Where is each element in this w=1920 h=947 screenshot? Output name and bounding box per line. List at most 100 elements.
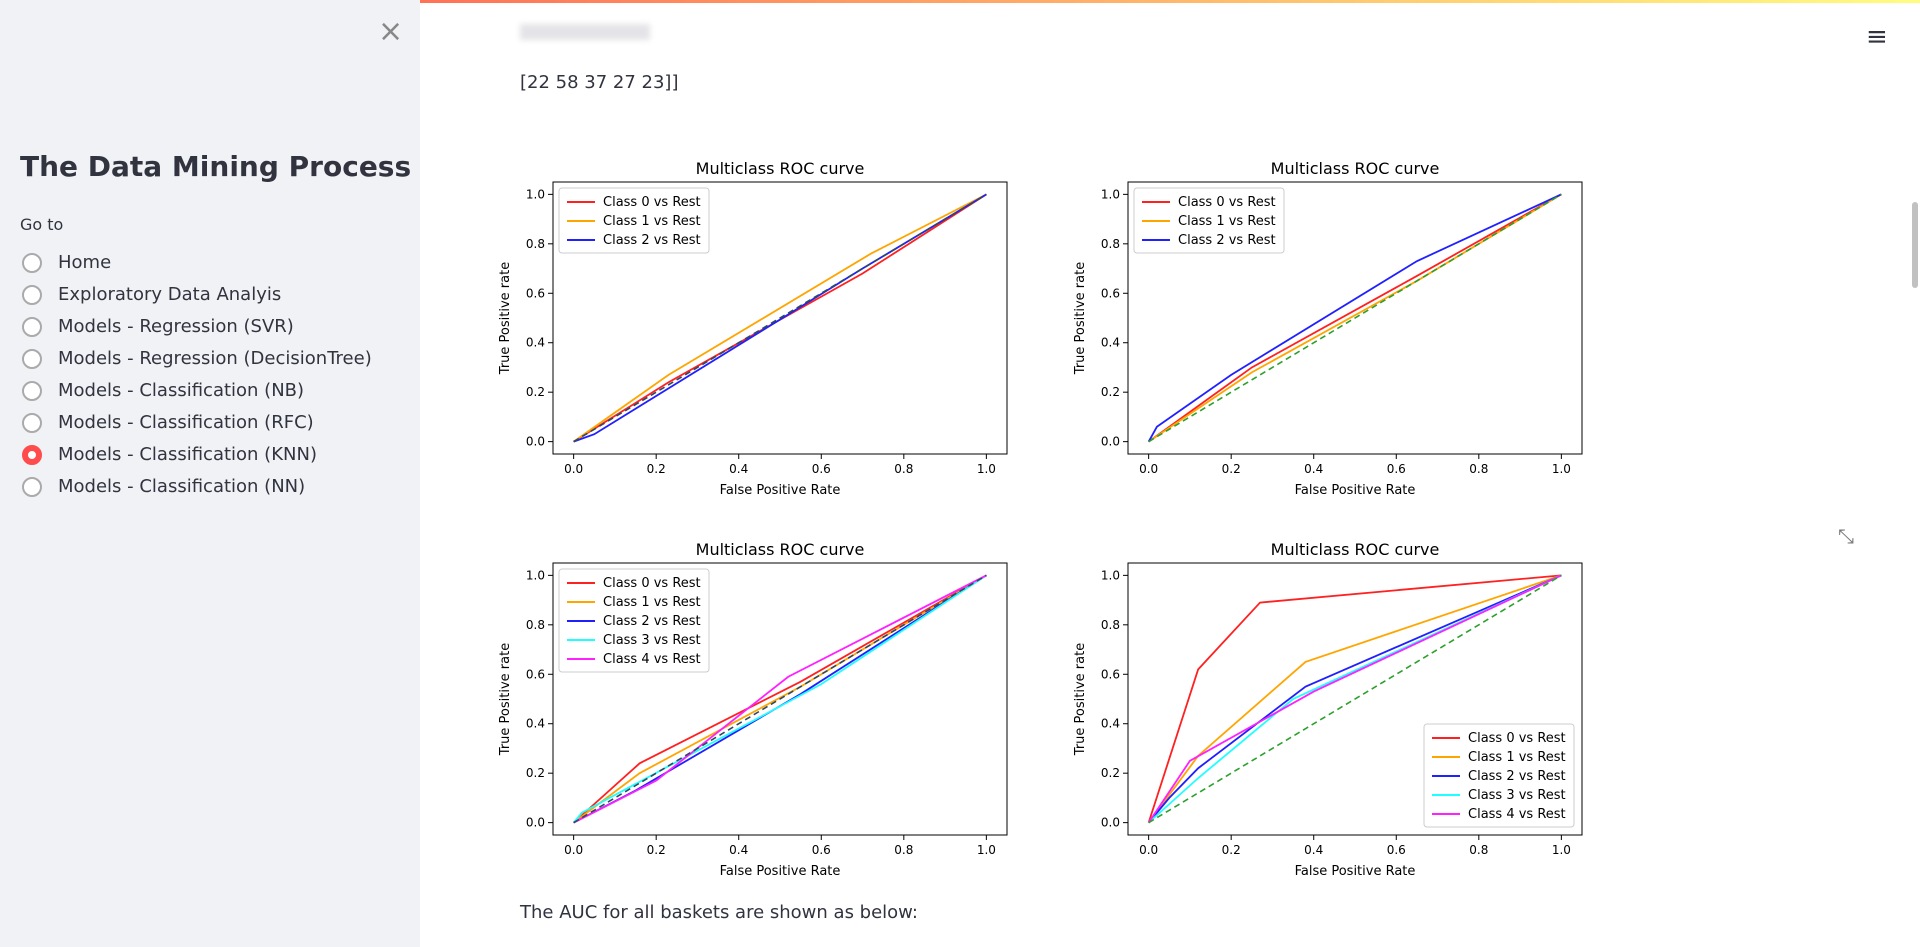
legend-label: Class 0 vs Rest bbox=[1468, 731, 1566, 746]
x-tick-label: 1.0 bbox=[1552, 462, 1571, 476]
y-axis-label: True Positive rate bbox=[498, 262, 513, 375]
plot-area bbox=[1127, 562, 1583, 836]
x-axis-label: False Positive Rate bbox=[720, 864, 841, 879]
sidebar: × The Data Mining Process Go to Home Expl… bbox=[0, 0, 420, 947]
radio-option[interactable]: Home bbox=[22, 252, 111, 273]
radio-circle[interactable] bbox=[22, 316, 42, 337]
y-tick-label: 1.0 bbox=[526, 568, 545, 582]
roc-line bbox=[1147, 574, 1562, 823]
x-axis-label: False Positive Rate bbox=[1295, 483, 1416, 498]
y-tick-label: 0.2 bbox=[526, 385, 545, 399]
reference-line bbox=[1148, 193, 1562, 443]
footer-text: The AUC for all baskets are shown as bel… bbox=[520, 902, 918, 923]
radio-circle[interactable] bbox=[22, 284, 42, 305]
legend bbox=[1423, 723, 1575, 828]
legend-label: Class 4 vs Rest bbox=[1468, 807, 1566, 822]
radio-text: Models - Classification (KNN) bbox=[58, 444, 317, 465]
x-axis-label: False Positive Rate bbox=[1295, 864, 1416, 879]
radio-option[interactable]: Models - Classification (KNN) bbox=[22, 444, 317, 465]
y-tick-label: 0.8 bbox=[526, 618, 545, 632]
y-tick-label: 1.0 bbox=[1101, 187, 1120, 201]
x-tick-label: 0.2 bbox=[1222, 462, 1241, 476]
radio-option[interactable]: Models - Regression (SVR) bbox=[22, 316, 294, 337]
legend-label: Class 2 vs Rest bbox=[1178, 233, 1276, 248]
roc-line bbox=[1148, 574, 1562, 824]
x-tick-label: 0.2 bbox=[647, 462, 666, 476]
x-tick-label: 0.6 bbox=[812, 843, 831, 857]
scrollbar[interactable] bbox=[1912, 202, 1918, 288]
radio-option[interactable]: Models - Classification (NB) bbox=[22, 380, 304, 401]
x-tick-label: 0.2 bbox=[1222, 843, 1241, 857]
chart-title: Multiclass ROC curve bbox=[696, 540, 865, 559]
plot-area bbox=[1127, 181, 1583, 455]
sidebar-title: The Data Mining Process bbox=[20, 150, 412, 183]
x-tick-label: 0.4 bbox=[1304, 462, 1323, 476]
roc-line bbox=[1147, 574, 1562, 824]
x-tick-label: 0.6 bbox=[1387, 462, 1406, 476]
close-button[interactable]: × bbox=[378, 14, 404, 49]
x-tick-label: 0.2 bbox=[647, 843, 666, 857]
x-tick-label: 0.0 bbox=[564, 462, 583, 476]
reference-line bbox=[573, 574, 987, 824]
x-tick-label: 0.4 bbox=[729, 843, 748, 857]
legend-label: Class 2 vs Rest bbox=[1468, 769, 1566, 784]
chart-title: Multiclass ROC curve bbox=[1271, 159, 1440, 178]
y-tick-label: 0.2 bbox=[1101, 766, 1120, 780]
radio-option[interactable]: Models - Classification (RFC) bbox=[22, 412, 314, 433]
y-axis-label: True Positive rate bbox=[498, 643, 513, 756]
legend bbox=[558, 568, 710, 673]
x-tick-label: 0.4 bbox=[1304, 843, 1323, 857]
radio-option[interactable]: Models - Classification (NN) bbox=[22, 476, 305, 497]
x-tick-label: 0.0 bbox=[1139, 843, 1158, 857]
radio-label: Go to bbox=[20, 215, 64, 234]
x-tick-label: 0.0 bbox=[1139, 462, 1158, 476]
radio-circle[interactable] bbox=[22, 348, 42, 369]
y-tick-label: 0.6 bbox=[526, 667, 545, 681]
roc-line bbox=[573, 574, 987, 824]
y-tick-label: 0.0 bbox=[1101, 435, 1120, 449]
y-tick-label: 0.0 bbox=[1101, 816, 1120, 830]
x-tick-label: 0.8 bbox=[1469, 462, 1488, 476]
roc-line bbox=[1147, 574, 1562, 824]
radio-text: Exploratory Data Analyis bbox=[58, 284, 282, 305]
roc-line bbox=[1148, 193, 1562, 443]
y-tick-label: 0.6 bbox=[1101, 286, 1120, 300]
x-tick-label: 0.0 bbox=[564, 843, 583, 857]
blurred-text bbox=[520, 24, 650, 40]
y-axis-label: True Positive rate bbox=[1073, 262, 1088, 375]
fullscreen-button[interactable]: ⤡ bbox=[1838, 524, 1854, 548]
legend-label: Class 0 vs Rest bbox=[1178, 195, 1276, 210]
legend-label: Class 1 vs Rest bbox=[1468, 750, 1566, 765]
radio-option[interactable]: Models - Regression (DecisionTree) bbox=[22, 348, 372, 369]
radio-circle[interactable] bbox=[22, 444, 42, 465]
legend-label: Class 3 vs Rest bbox=[603, 633, 701, 648]
x-tick-label: 1.0 bbox=[1552, 843, 1571, 857]
legend-label: Class 2 vs Rest bbox=[603, 233, 701, 248]
legend bbox=[558, 187, 710, 254]
legend-label: Class 0 vs Rest bbox=[603, 576, 701, 591]
radio-circle[interactable] bbox=[22, 380, 42, 401]
radio-circle[interactable] bbox=[22, 476, 42, 497]
y-tick-label: 0.2 bbox=[1101, 385, 1120, 399]
x-tick-label: 1.0 bbox=[977, 462, 996, 476]
legend-label: Class 0 vs Rest bbox=[603, 195, 701, 210]
radio-circle[interactable] bbox=[22, 412, 42, 433]
y-tick-label: 0.6 bbox=[526, 286, 545, 300]
y-tick-label: 0.0 bbox=[526, 816, 545, 830]
menu-button[interactable]: ≡ bbox=[1866, 22, 1888, 52]
radio-circle[interactable] bbox=[22, 252, 42, 273]
reference-line bbox=[1148, 574, 1562, 824]
roc-line bbox=[573, 574, 987, 824]
y-tick-label: 0.4 bbox=[1101, 717, 1120, 731]
radio-option[interactable]: Exploratory Data Analyis bbox=[22, 284, 281, 305]
y-tick-label: 0.2 bbox=[526, 766, 545, 780]
legend-label: Class 1 vs Rest bbox=[1178, 214, 1276, 229]
radio-text: Models - Classification (RFC) bbox=[58, 412, 314, 433]
radio-text: Models - Classification (NB) bbox=[58, 380, 305, 401]
roc-line bbox=[573, 574, 987, 824]
roc-line bbox=[572, 574, 987, 824]
roc-line bbox=[573, 193, 987, 443]
reference-line bbox=[573, 193, 987, 443]
y-tick-label: 0.8 bbox=[1101, 237, 1120, 251]
